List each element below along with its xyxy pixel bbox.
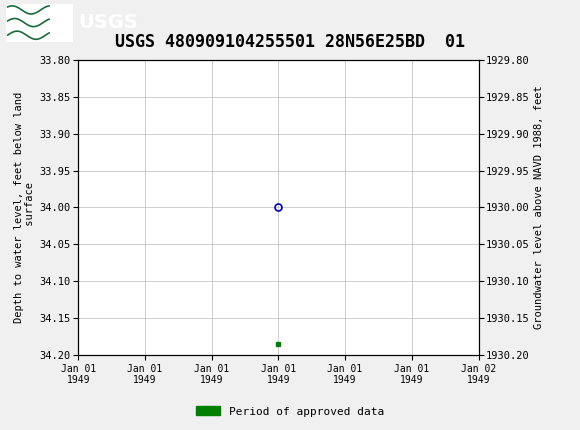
Y-axis label: Groundwater level above NAVD 1988, feet: Groundwater level above NAVD 1988, feet bbox=[534, 86, 544, 329]
Text: USGS: USGS bbox=[78, 13, 138, 32]
FancyBboxPatch shape bbox=[6, 3, 72, 42]
Legend: Period of approved data: Period of approved data bbox=[191, 402, 389, 421]
Text: USGS 480909104255501 28N56E25BD  01: USGS 480909104255501 28N56E25BD 01 bbox=[115, 33, 465, 51]
Y-axis label: Depth to water level, feet below land
 surface: Depth to water level, feet below land su… bbox=[14, 92, 35, 323]
